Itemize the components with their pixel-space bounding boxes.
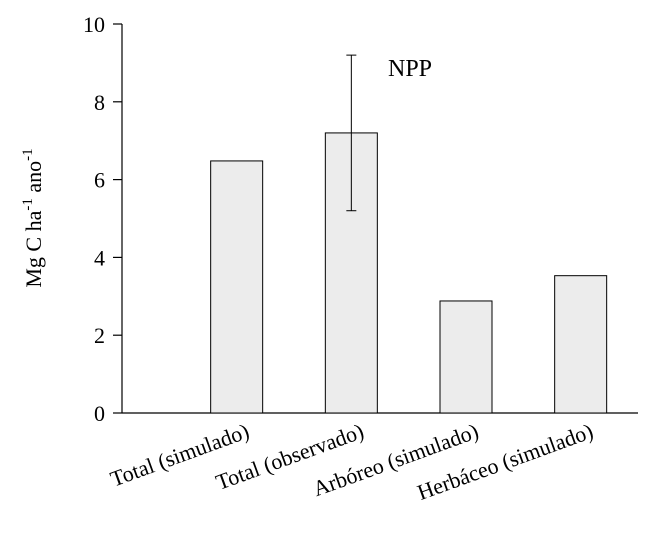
y-tick-label: 2	[94, 323, 105, 348]
error-bars	[346, 54, 357, 212]
y-tick-label: 4	[94, 245, 105, 270]
y-tick-label: 10	[83, 12, 105, 37]
y-axis-title-mid: ano	[21, 161, 46, 198]
axes	[121, 24, 638, 414]
bar	[554, 275, 608, 414]
y-axis-title-base: Mg C ha	[21, 210, 46, 287]
y-tick-label: 6	[94, 168, 105, 193]
bars	[210, 132, 608, 414]
bar	[439, 300, 493, 414]
bar	[210, 160, 264, 414]
y-axis-title: Mg C ha-1 ano-1	[20, 148, 46, 287]
chart-annotation: NPP	[388, 56, 432, 82]
x-tick-labels: Total (simulado)Total (observado)Arbóreo…	[107, 418, 596, 505]
y-tick-label: 8	[94, 90, 105, 115]
y-axis-title-sup1: -1	[20, 198, 36, 211]
y-axis-title-sup2: -1	[20, 148, 36, 161]
y-tick-label: 0	[94, 401, 105, 426]
y-ticks: 0 2 4 6 8 10	[83, 12, 122, 426]
